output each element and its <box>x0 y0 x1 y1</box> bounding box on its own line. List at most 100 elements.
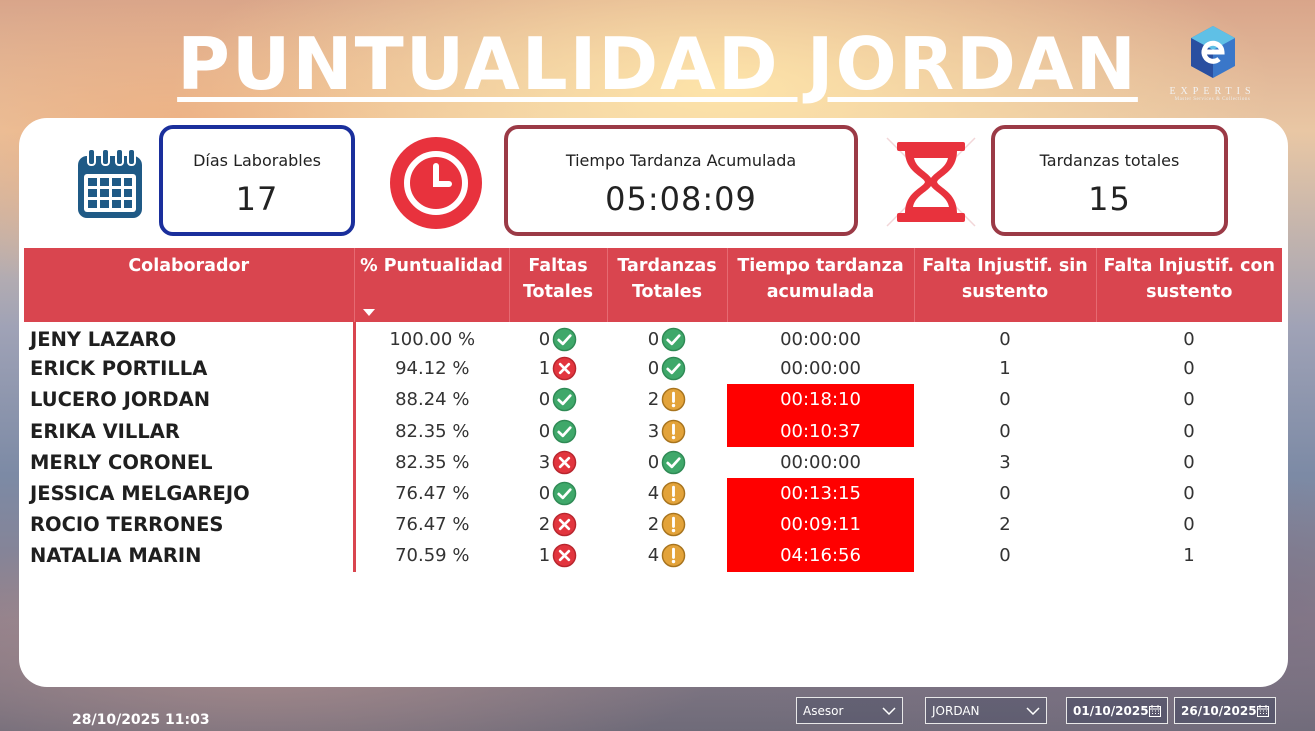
date-from-picker[interactable]: 01/10/2025 <box>1066 697 1168 724</box>
cell-puntualidad: 94.12 % <box>395 358 470 380</box>
cell-colaborador: JESSICA MELGAREJO <box>24 477 356 510</box>
logo-name: EXPERTIS <box>1169 86 1256 97</box>
cross-icon <box>552 512 577 537</box>
kpi-label: Tiempo Tardanza Acumulada <box>565 151 797 170</box>
cell-puntualidad: 76.47 % <box>395 514 470 536</box>
cell-con-sustento: 0 <box>1183 483 1195 505</box>
cell-tardanzas: 0 <box>607 322 727 353</box>
column-header-faltas[interactable]: Faltas Totales <box>509 248 608 322</box>
date-from-value: 01/10/2025 <box>1073 703 1149 718</box>
check-icon <box>661 327 686 352</box>
column-header-sin-sustento[interactable]: Falta Injustif. sin sustento <box>914 248 1097 322</box>
faltas-count: 2 <box>538 514 551 536</box>
warning-icon <box>661 387 686 412</box>
table-row[interactable]: NATALIA MARIN 70.59 % 1 4 04:16:56 0 1 <box>24 540 1282 572</box>
jordan-slicer[interactable]: JORDAN <box>925 697 1047 724</box>
logo-tagline: Master Services & Collections <box>1174 97 1251 102</box>
faltas-count: 0 <box>538 483 551 505</box>
cell-faltas: 0 <box>509 416 607 447</box>
chevron-down-icon[interactable] <box>882 706 896 715</box>
table-header-row: Colaborador % Puntualidad Faltas Totales… <box>24 248 1282 322</box>
warning-icon <box>661 543 686 568</box>
table-row[interactable]: ROCIO TERRONES 76.47 % 2 2 00:09:11 2 0 <box>24 509 1282 541</box>
faltas-count: 1 <box>538 545 551 567</box>
calendar-small-icon[interactable] <box>1257 704 1269 717</box>
cell-tiempo: 00:09:11 <box>727 509 914 541</box>
cross-icon <box>552 356 577 381</box>
cell-tardanzas: 4 <box>607 478 727 509</box>
column-header-tardanzas[interactable]: Tardanzas Totales <box>607 248 728 322</box>
cell-colaborador: ERIKA VILLAR <box>24 415 356 447</box>
table-row[interactable]: ERIKA VILLAR 82.35 % 0 3 00:10:37 0 0 <box>24 415 1282 447</box>
kpi-label: Días Laborables <box>193 151 321 170</box>
calendar-small-icon[interactable] <box>1149 704 1161 717</box>
kpi-value: 17 <box>235 180 279 218</box>
cell-sin-sustento: 0 <box>999 420 1011 442</box>
kpi-dias-laborables: Días Laborables 17 <box>159 125 355 236</box>
cell-sin-sustento: 0 <box>999 329 1011 351</box>
tardanzas-count: 4 <box>647 483 660 505</box>
tardanzas-count: 2 <box>647 389 660 411</box>
kpi-tiempo-tardanza: Tiempo Tardanza Acumulada 05:08:09 <box>504 125 858 236</box>
warning-icon <box>661 512 686 537</box>
table-row[interactable]: JESSICA MELGAREJO 76.47 % 0 4 00:13:15 0 0 <box>24 477 1282 510</box>
faltas-count: 3 <box>538 451 551 473</box>
calendar-icon <box>78 148 142 218</box>
check-icon <box>552 327 577 352</box>
cell-faltas: 1 <box>509 540 607 571</box>
cell-sin-sustento: 0 <box>999 545 1011 567</box>
cell-tiempo: 00:00:00 <box>780 329 861 351</box>
sort-descending-icon[interactable] <box>362 309 375 316</box>
table-row[interactable]: ERICK PORTILLA 94.12 % 1 0 00:00:00 1 0 <box>24 353 1282 385</box>
check-icon <box>552 419 577 444</box>
tardanzas-count: 3 <box>647 420 660 442</box>
cell-tiempo: 00:00:00 <box>780 451 861 473</box>
cross-icon <box>552 543 577 568</box>
cell-tardanzas: 3 <box>607 416 727 447</box>
chevron-down-icon[interactable] <box>1026 706 1040 715</box>
cell-faltas: 3 <box>509 447 607 478</box>
cell-con-sustento: 1 <box>1183 545 1195 567</box>
hourglass-icon <box>886 137 976 227</box>
table-row[interactable]: LUCERO JORDAN 88.24 % 0 2 00:18:10 0 0 <box>24 384 1282 416</box>
cell-sin-sustento: 1 <box>999 358 1011 380</box>
tardanzas-count: 0 <box>647 329 660 351</box>
kpi-label: Tardanzas totales <box>1039 151 1180 170</box>
date-to-picker[interactable]: 26/10/2025 <box>1174 697 1276 724</box>
column-header-puntualidad[interactable]: % Puntualidad <box>354 248 510 322</box>
kpi-value: 05:08:09 <box>605 180 757 218</box>
faltas-count: 1 <box>538 358 551 380</box>
cell-colaborador: ROCIO TERRONES <box>24 509 356 541</box>
cell-tardanzas: 2 <box>607 509 727 540</box>
column-header-colaborador[interactable]: Colaborador <box>24 248 355 322</box>
page-title: PUNTUALIDAD JORDAN <box>177 22 1138 106</box>
cell-con-sustento: 0 <box>1183 358 1195 380</box>
faltas-count: 0 <box>538 329 551 351</box>
cell-sin-sustento: 0 <box>999 389 1011 411</box>
date-to-value: 26/10/2025 <box>1181 703 1257 718</box>
check-icon <box>552 387 577 412</box>
check-icon <box>552 481 577 506</box>
cell-faltas: 1 <box>509 353 607 384</box>
column-header-tiempo[interactable]: Tiempo tardanza acumulada <box>727 248 915 322</box>
cell-tiempo: 00:13:15 <box>727 477 914 510</box>
asesor-slicer-label: Asesor <box>803 703 844 718</box>
cell-colaborador: JENY LAZARO <box>24 322 356 354</box>
cell-con-sustento: 0 <box>1183 420 1195 442</box>
last-refresh-timestamp: 28/10/2025 11:03 <box>72 712 210 728</box>
check-icon <box>661 356 686 381</box>
cell-puntualidad: 76.47 % <box>395 483 470 505</box>
cell-con-sustento: 0 <box>1183 329 1195 351</box>
cell-tiempo: 00:00:00 <box>780 358 861 380</box>
faltas-count: 0 <box>538 420 551 442</box>
asesor-slicer[interactable]: Asesor <box>796 697 903 724</box>
check-icon <box>661 450 686 475</box>
table-row[interactable]: JENY LAZARO 100.00 % 0 0 00:00:00 0 0 <box>24 322 1282 354</box>
table-row[interactable]: MERLY CORONEL 82.35 % 3 0 00:00:00 3 0 <box>24 446 1282 478</box>
column-header-con-sustento[interactable]: Falta Injustif. con sustento <box>1096 248 1282 322</box>
cell-puntualidad: 88.24 % <box>395 389 470 411</box>
cell-faltas: 0 <box>509 384 607 415</box>
cell-colaborador: ERICK PORTILLA <box>24 353 356 385</box>
tardanzas-count: 4 <box>647 545 660 567</box>
main-panel: Días Laborables 17 Tiempo Tardanza Acumu… <box>19 118 1288 687</box>
